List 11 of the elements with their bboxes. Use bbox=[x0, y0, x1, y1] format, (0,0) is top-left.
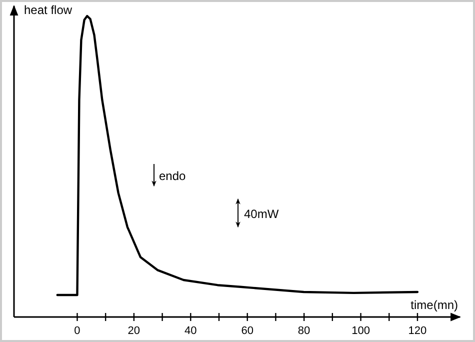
x-tick-label: 80 bbox=[298, 325, 310, 337]
x-tick-label: 20 bbox=[128, 325, 140, 337]
x-tick-label: 120 bbox=[408, 325, 427, 337]
annotation: 40mW bbox=[244, 207, 280, 221]
x-tick-label: 100 bbox=[352, 325, 370, 337]
annotation: endo bbox=[159, 169, 186, 183]
x-axis-title: time(mn) bbox=[410, 298, 458, 312]
x-tick-label: 40 bbox=[184, 325, 197, 337]
y-axis-title: heat flow bbox=[24, 3, 72, 17]
x-tick-label: 0 bbox=[74, 325, 80, 337]
x-tick-label: 60 bbox=[241, 325, 254, 337]
